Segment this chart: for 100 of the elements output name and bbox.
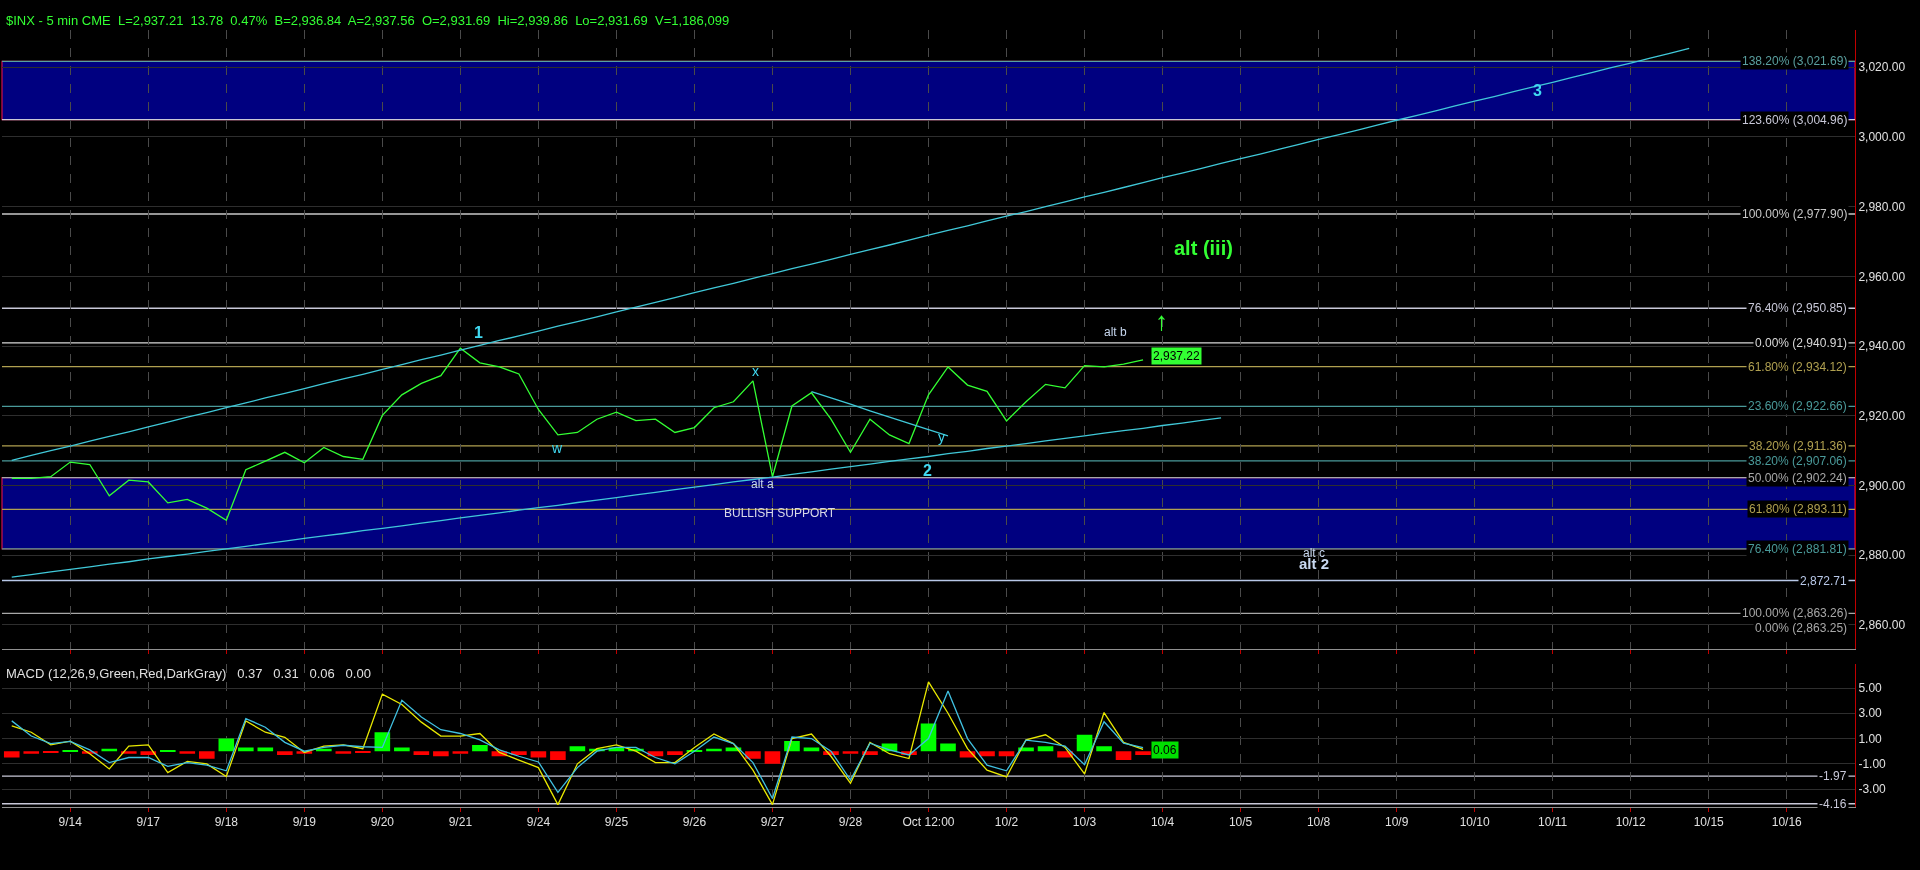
ref-line-label: 100.00% (2,863.26)	[1742, 606, 1848, 620]
bar	[335, 751, 352, 754]
bar	[277, 751, 293, 755]
x-tick-label: 9/25	[604, 815, 629, 830]
line-series	[11, 347, 1144, 521]
y-tick-label: 2,940.00	[1858, 339, 1906, 354]
ref-line-label: 100.00% (2,977.90)	[1742, 207, 1848, 221]
bar	[940, 743, 956, 752]
annotation: 2	[923, 462, 932, 479]
x-tick-label: 10/10	[1459, 815, 1490, 830]
y-tick-label: 5.00	[1858, 681, 1883, 696]
x-tick-label: 10/16	[1771, 815, 1803, 830]
x-tick-label: 9/18	[214, 815, 239, 830]
annotation: alt (iii)	[1174, 237, 1233, 259]
x-tick-label: Oct 12:00	[902, 815, 955, 830]
y-tick-label: 2,920.00	[1858, 408, 1906, 423]
x-tick-label: 10/5	[1228, 815, 1253, 830]
bar	[1076, 734, 1093, 752]
ref-line-label: -1.97	[1819, 769, 1847, 783]
bar	[530, 751, 547, 758]
ref-line-label: 138.20% (3,021.69)	[1742, 54, 1848, 68]
ref-line-label: 76.40% (2,881.81)	[1748, 542, 1847, 556]
bar	[550, 751, 566, 761]
annotation: 1	[474, 324, 483, 341]
bar	[23, 751, 40, 754]
bar	[394, 747, 410, 752]
y-tick-label: -1.00	[1858, 757, 1887, 772]
bar	[1037, 746, 1054, 752]
x-tick-label: 9/27	[760, 815, 785, 830]
bar	[433, 751, 449, 757]
bar	[569, 746, 586, 752]
bar	[979, 751, 995, 757]
ref-line-label: 0.00% (2,940.91)	[1755, 336, 1848, 350]
annotation: 0.06	[1153, 743, 1177, 757]
annotation: y	[938, 429, 945, 445]
bar	[959, 751, 976, 758]
bar	[159, 749, 176, 752]
y-tick-label: 2,880.00	[1858, 548, 1906, 563]
ref-line-label: 2,872.71	[1800, 574, 1848, 588]
ref-line-label: 61.80% (2,893.11)	[1749, 502, 1847, 516]
line-series	[11, 417, 1222, 578]
chart-title: MACD (12,26,9,Green,Red,DarkGray) 0.37 0.31 0.06 0.00	[6, 666, 371, 681]
y-tick-label: -3.00	[1858, 782, 1887, 797]
line-series	[11, 47, 1690, 461]
ref-line-label: 23.60% (2,922.66)	[1748, 399, 1847, 413]
x-tick-label: 9/14	[58, 815, 83, 830]
ref-line-label: 61.80% (2,934.12)	[1748, 360, 1847, 374]
bar	[1115, 751, 1132, 761]
annotation: 2,937.22	[1153, 349, 1201, 363]
ref-line-label: 76.40% (2,950.85)	[1748, 301, 1847, 315]
ref-line-label: 50.00% (2,902.24)	[1748, 471, 1847, 485]
chart-title: $INX - 5 min CME L=2,937.21 13.78 0.47% B=2,936.84 A=2,937.56 O=2,931.69 Hi=2,939.86 Lo=2,931.69 V=1,186,099	[6, 13, 730, 28]
bar	[3, 751, 20, 758]
band-label: BULLISH SUPPORT	[724, 506, 836, 520]
annotation: ↑	[1155, 306, 1168, 336]
bar	[257, 747, 274, 752]
bar	[1135, 751, 1151, 755]
bar	[764, 751, 781, 764]
x-tick-label: 9/24	[526, 815, 551, 830]
bar	[199, 751, 215, 759]
x-tick-label: 9/28	[838, 815, 863, 830]
x-tick-label: 9/26	[682, 815, 707, 830]
annotation: alt b	[1104, 325, 1128, 339]
y-tick-label: 3.00	[1858, 706, 1883, 721]
y-tick-label: 2,980.00	[1858, 199, 1906, 214]
y-tick-label: 3,020.00	[1858, 60, 1906, 75]
x-tick-label: 10/9	[1384, 815, 1409, 830]
bar	[140, 751, 157, 755]
x-tick-label: 9/21	[448, 815, 473, 830]
x-tick-label: 9/20	[370, 815, 395, 830]
x-tick-label: 10/2	[994, 815, 1019, 830]
x-tick-label: 10/15	[1693, 815, 1725, 830]
bar	[238, 747, 254, 752]
bar	[667, 751, 683, 755]
bar	[62, 749, 79, 752]
x-tick-label: 10/11	[1538, 815, 1568, 830]
x-tick-label: 10/8	[1306, 815, 1331, 830]
bar	[745, 751, 761, 759]
annotation: alt c	[1303, 546, 1326, 560]
annotation: alt a	[751, 477, 775, 491]
y-tick-label: 1.00	[1858, 731, 1883, 746]
ref-line-label: 38.20% (2,907.06)	[1748, 454, 1847, 468]
x-tick-label: 9/19	[292, 815, 317, 830]
x-tick-label: 10/4	[1150, 815, 1175, 830]
bar	[472, 744, 488, 752]
bar	[842, 751, 859, 754]
bar	[452, 751, 469, 754]
band-label: 3	[1533, 82, 1542, 99]
bar	[218, 738, 235, 752]
bar	[998, 751, 1015, 757]
annotation: 0.00% (2,863.25)	[1755, 621, 1848, 635]
bar	[413, 751, 430, 755]
y-tick-label: 3,000.00	[1858, 130, 1906, 145]
bar	[1096, 746, 1112, 752]
annotation: x	[752, 363, 759, 379]
bar	[179, 751, 196, 754]
ref-line-label: 38.20% (2,911.36)	[1749, 439, 1847, 453]
bar	[803, 747, 820, 752]
x-tick-label: 10/3	[1072, 815, 1097, 830]
x-tick-label: 9/17	[136, 815, 161, 830]
